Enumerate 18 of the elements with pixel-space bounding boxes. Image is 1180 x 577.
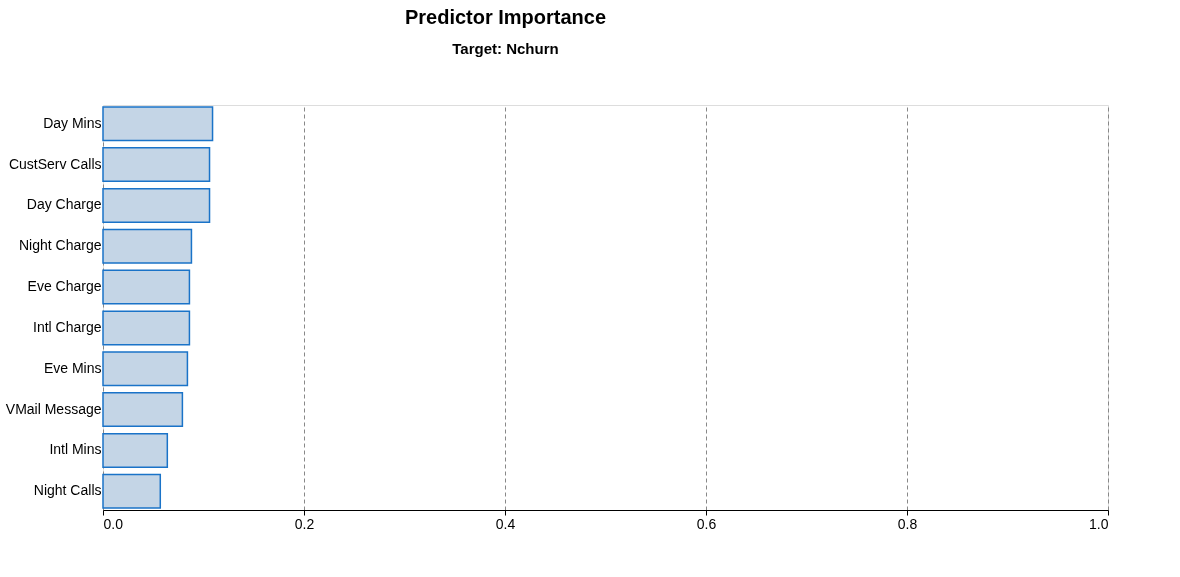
y-tick-label: Night Calls bbox=[33, 482, 102, 499]
y-tick-label: VMail Message bbox=[5, 400, 102, 417]
y-tick-label: Night Charge bbox=[19, 237, 102, 254]
x-tick-label: 0.2 bbox=[294, 515, 315, 532]
x-tick-label: 1.0 bbox=[1089, 515, 1109, 532]
y-tick-label: CustServ Calls bbox=[8, 155, 102, 172]
y-tick-label: Eve Mins bbox=[43, 359, 102, 376]
x-tick-label: 0.4 bbox=[495, 515, 516, 532]
y-tick-label: Eve Charge bbox=[27, 278, 102, 295]
chart-subtitle: Target: Nchurn bbox=[452, 40, 559, 57]
y-tick-label: Intl Mins bbox=[49, 441, 102, 458]
y-tick-label: Day Charge bbox=[26, 196, 102, 213]
x-tick-label: 0.8 bbox=[897, 515, 918, 532]
chart-title: Predictor Importance bbox=[404, 6, 607, 28]
y-tick-label: Intl Charge bbox=[33, 318, 102, 335]
y-tick-label: Day Mins bbox=[43, 114, 102, 131]
x-tick-label: 0.0 bbox=[103, 515, 124, 532]
x-tick-label: 0.6 bbox=[696, 515, 717, 532]
